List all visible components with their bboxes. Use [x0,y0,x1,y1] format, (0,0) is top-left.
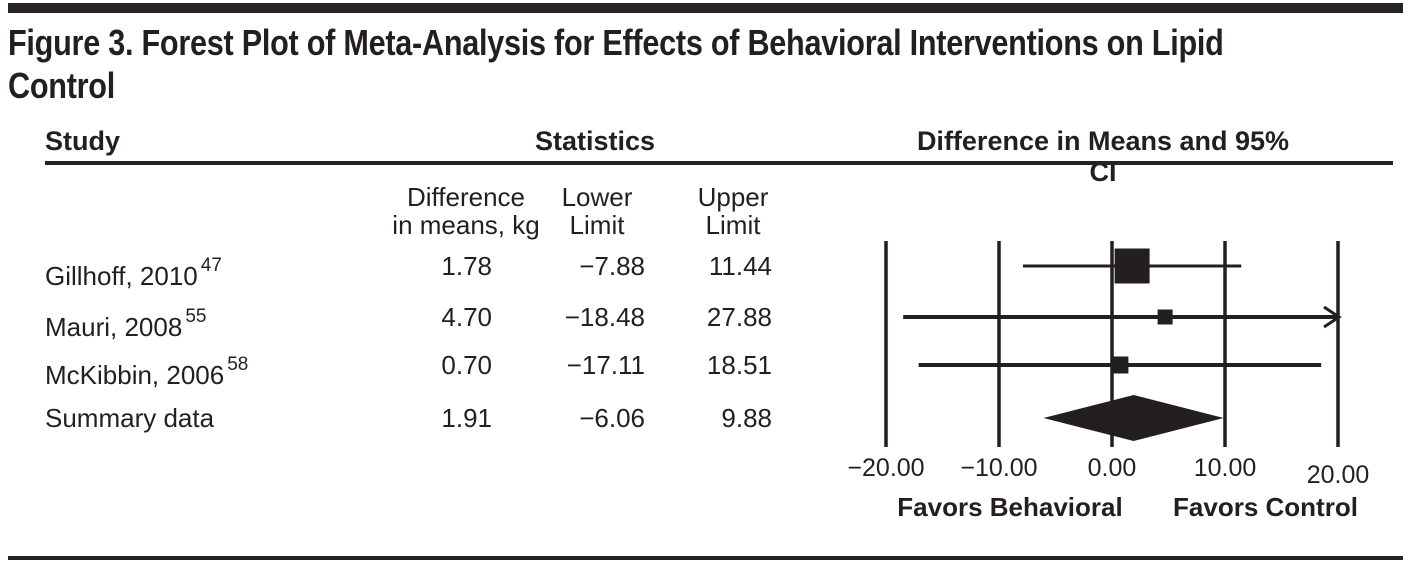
axis-tick-label: 20.00 [1306,461,1370,489]
header-rule [45,161,1393,165]
subheader-lower-line2: Limit [569,210,625,240]
subheader-upper-line1: Upper [697,182,769,212]
study-name: McKibbin, 2006 [45,360,225,390]
lower-value: −18.48 [564,302,645,332]
summary-diamond [1043,395,1224,441]
study-name: Mauri, 2008 [45,312,183,342]
subheader-difference-line2: in means, kg [392,210,540,240]
subheader-difference-line1: Difference [406,182,526,212]
lower-value: −6.06 [579,403,645,433]
study-reference-number: 55 [185,306,207,327]
axis-tick-label: 10.00 [1193,454,1257,482]
subheader-upper-limit: Upper Limit [673,183,793,239]
diff-value: 0.70 [441,350,492,380]
study-marker [1157,309,1173,325]
figure-title-line-1: Figure 3. Forest Plot of Meta-Analysis f… [8,22,1224,63]
axis-tick-label: −10.00 [960,454,1038,482]
axis-tick-label: −20.00 [847,454,925,482]
study-name: Summary data [45,403,215,433]
figure-title-line-2: Control [8,65,115,106]
column-header-statistics: Statistics [534,126,656,156]
subheader-lower-limit: Lower Limit [537,183,657,239]
subheader-lower-line1: Lower [561,182,633,212]
study-reference-number: 58 [227,354,249,375]
upper-value: 18.51 [706,350,772,380]
ci-arrow-right [1323,305,1342,329]
figure-bottom-rule [8,556,1403,560]
study-reference-number: 47 [200,255,222,276]
column-header-study: Study [45,126,121,156]
upper-value: 27.88 [706,302,772,332]
forest-plot [884,241,1342,447]
favors-behavioral-label: Favors Behavioral [897,492,1123,522]
favors-control-label: Favors Control [1173,492,1358,522]
upper-value: 11.44 [708,251,772,281]
figure-top-rule [8,3,1403,13]
subheader-upper-line2: Limit [705,210,761,240]
axis-tick-label: 0.00 [1087,454,1137,482]
upper-value: 9.88 [721,403,772,433]
lower-value: −17.11 [566,350,645,380]
study-name: Gillhoff, 2010 [45,261,198,291]
study-marker [1114,248,1150,284]
diff-value: 1.78 [441,251,492,281]
lower-value: −7.88 [579,251,645,281]
diff-value: 4.70 [441,302,492,332]
table-row-study-label: Gillhoff, 2010 47 [45,251,222,291]
table-row-study-label: Mauri, 2008 55 [45,302,206,342]
column-header-ci: Difference in Means and 95% CI [916,126,1290,187]
study-marker [1111,356,1129,374]
diff-value: 1.91 [441,403,492,433]
subheader-difference: Difference in means, kg [378,183,554,239]
table-row-study-label: Summary data [45,403,214,433]
table-row-study-label: McKibbin, 2006 58 [45,350,248,390]
